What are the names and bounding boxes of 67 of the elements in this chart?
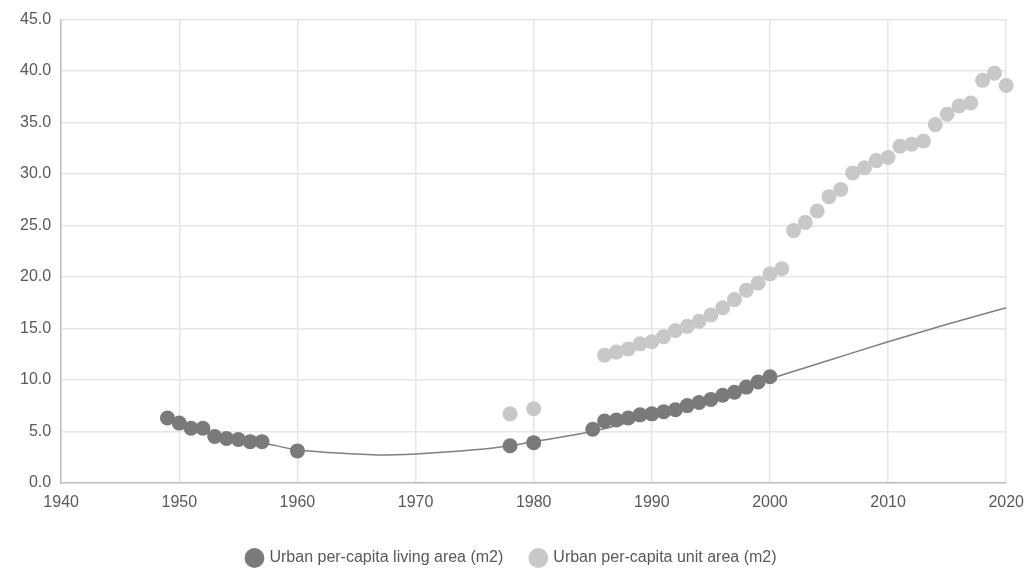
point <box>738 282 754 298</box>
point <box>833 181 849 197</box>
point <box>727 292 742 308</box>
x-tick-label: 1960 <box>279 492 316 510</box>
y-tick-label: 20.0 <box>20 267 52 285</box>
y-tick-label: 5.0 <box>28 421 52 439</box>
y-tick-label: 35.0 <box>20 112 52 130</box>
point <box>585 421 601 437</box>
x-tick-label: 1940 <box>43 492 80 510</box>
point <box>868 153 884 169</box>
point <box>691 313 707 329</box>
point <box>502 438 518 454</box>
point <box>998 77 1014 93</box>
point <box>786 223 802 239</box>
point <box>679 398 695 414</box>
point <box>762 369 778 385</box>
x-tick-label: 1950 <box>161 492 198 510</box>
x-tick-label: 1980 <box>515 492 552 510</box>
point <box>927 117 943 133</box>
y-tick-label: 15.0 <box>20 318 52 336</box>
point <box>289 443 305 459</box>
x-tick-label: 1990 <box>634 492 670 510</box>
x-tick-label: 2020 <box>988 492 1025 510</box>
y-tick-label: 45.0 <box>20 10 52 28</box>
point <box>856 160 872 176</box>
point <box>703 307 719 323</box>
point <box>750 374 766 390</box>
point <box>845 165 861 181</box>
point <box>762 266 778 282</box>
y-tick-label: 25.0 <box>20 215 52 233</box>
y-tick-label: 30.0 <box>20 164 52 182</box>
point <box>939 106 955 122</box>
point <box>502 406 518 422</box>
point <box>880 150 896 166</box>
point <box>526 435 542 451</box>
y-tick-label: 10.0 <box>20 370 52 388</box>
point <box>644 334 660 350</box>
point <box>656 329 672 345</box>
point <box>667 322 683 338</box>
point <box>715 300 731 316</box>
x-tick-label: 2000 <box>752 492 788 510</box>
point <box>774 261 790 277</box>
point <box>195 420 211 436</box>
point <box>821 189 837 205</box>
point <box>986 65 1002 81</box>
x-tick-label: 1970 <box>397 492 434 510</box>
legend-label: Urban per-capita unit area (m2) <box>553 548 777 566</box>
y-tick-label: 40.0 <box>20 61 52 79</box>
point <box>797 214 813 230</box>
point <box>679 318 695 334</box>
point <box>703 391 719 407</box>
point <box>254 434 270 450</box>
point <box>975 72 991 88</box>
point <box>171 415 187 431</box>
y-tick-label: 0.0 <box>28 473 52 491</box>
point <box>963 95 979 111</box>
point <box>727 384 742 400</box>
point <box>809 203 825 219</box>
point <box>620 341 636 357</box>
point <box>738 379 754 395</box>
legend-label: Urban per-capita living area (m2) <box>269 548 504 566</box>
point <box>667 402 683 418</box>
point <box>526 401 542 417</box>
point <box>916 133 932 149</box>
point <box>750 275 766 291</box>
x-tick-label: 2010 <box>870 492 906 510</box>
point <box>159 410 175 426</box>
